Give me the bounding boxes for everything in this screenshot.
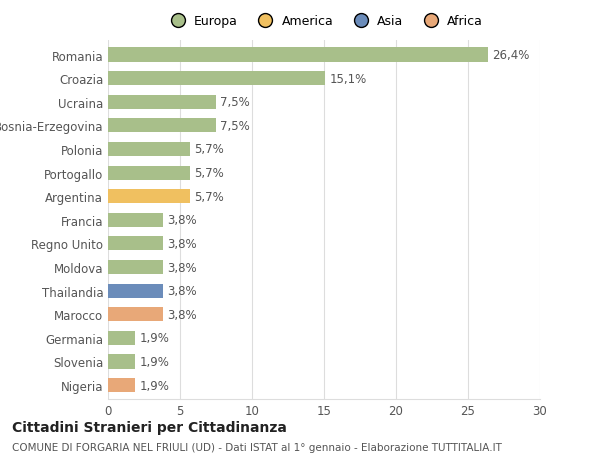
Bar — [108, 143, 190, 157]
Bar — [108, 284, 163, 298]
Text: Cittadini Stranieri per Cittadinanza: Cittadini Stranieri per Cittadinanza — [12, 420, 287, 434]
Bar — [108, 48, 488, 62]
Bar — [108, 190, 190, 204]
Text: 5,7%: 5,7% — [194, 167, 224, 179]
Legend: Europa, America, Asia, Africa: Europa, America, Asia, Africa — [165, 15, 483, 28]
Text: 15,1%: 15,1% — [330, 73, 367, 85]
Text: 1,9%: 1,9% — [140, 355, 170, 368]
Text: 7,5%: 7,5% — [220, 96, 250, 109]
Text: 1,9%: 1,9% — [140, 379, 170, 392]
Bar — [108, 95, 216, 110]
Text: 5,7%: 5,7% — [194, 143, 224, 156]
Bar — [108, 166, 190, 180]
Text: COMUNE DI FORGARIA NEL FRIULI (UD) - Dati ISTAT al 1° gennaio - Elaborazione TUT: COMUNE DI FORGARIA NEL FRIULI (UD) - Dat… — [12, 442, 502, 452]
Bar — [108, 237, 163, 251]
Bar — [108, 72, 325, 86]
Bar — [108, 354, 136, 369]
Text: 3,8%: 3,8% — [167, 214, 197, 227]
Bar — [108, 119, 216, 133]
Bar — [108, 260, 163, 274]
Text: 3,8%: 3,8% — [167, 308, 197, 321]
Bar — [108, 213, 163, 227]
Bar — [108, 378, 136, 392]
Text: 7,5%: 7,5% — [220, 120, 250, 133]
Text: 1,9%: 1,9% — [140, 331, 170, 345]
Bar — [108, 331, 136, 345]
Text: 26,4%: 26,4% — [493, 49, 530, 62]
Text: 3,8%: 3,8% — [167, 261, 197, 274]
Text: 5,7%: 5,7% — [194, 190, 224, 203]
Bar — [108, 308, 163, 322]
Text: 3,8%: 3,8% — [167, 285, 197, 297]
Text: 3,8%: 3,8% — [167, 237, 197, 250]
